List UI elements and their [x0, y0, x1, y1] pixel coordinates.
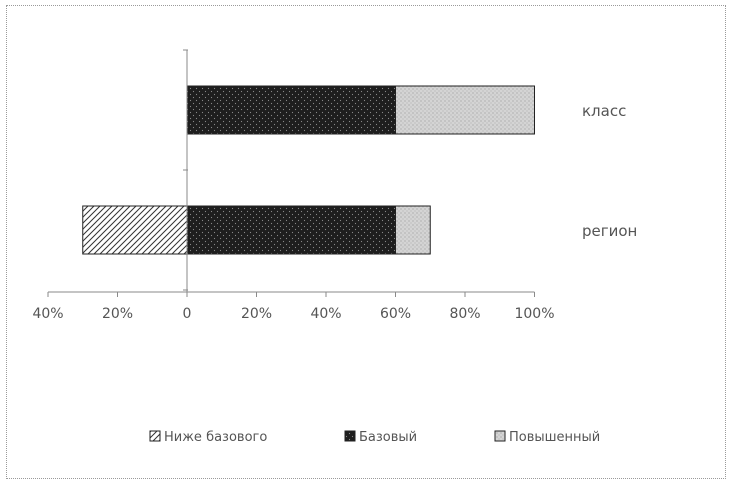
bar-0-2 — [395, 85, 535, 135]
x-tick-label: 40% — [32, 306, 63, 322]
legend-label: Повышенный — [509, 430, 600, 445]
bar-1-2 — [395, 205, 431, 255]
x-tick-label: 20% — [102, 306, 133, 322]
legend-swatch-1 — [344, 430, 356, 442]
category-label: регион — [582, 222, 637, 240]
legend-swatch-0 — [149, 430, 161, 442]
category-label: класс — [582, 102, 626, 120]
x-tick-label: 100% — [514, 306, 554, 322]
bar-0-1 — [186, 85, 396, 135]
bar-1-0 — [82, 205, 188, 255]
legend-swatch-2 — [494, 430, 506, 442]
chart-frame — [6, 5, 726, 479]
bar-1-1 — [186, 205, 396, 255]
legend-label: Ниже базового — [164, 430, 267, 445]
x-tick-label: 60% — [380, 306, 411, 322]
x-tick-label: 80% — [449, 306, 480, 322]
x-tick-label: 40% — [310, 306, 341, 322]
x-tick-label: 20% — [241, 306, 272, 322]
legend-label: Базовый — [359, 430, 417, 445]
x-tick-label: 0 — [183, 306, 192, 322]
